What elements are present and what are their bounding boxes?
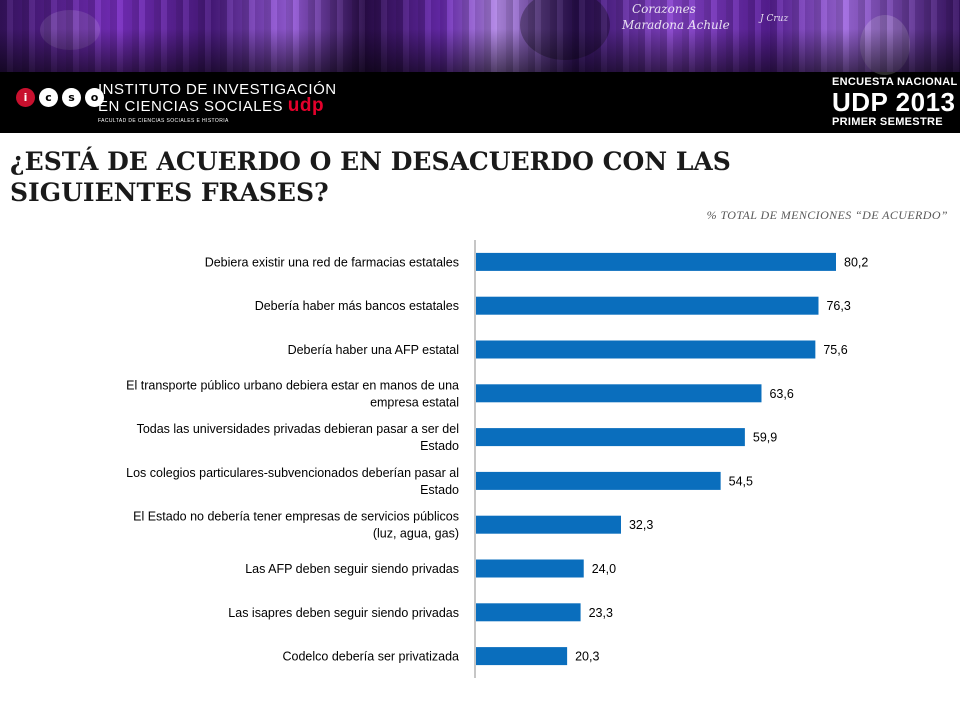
data-label: 54,5 bbox=[729, 474, 753, 488]
bar bbox=[476, 471, 721, 490]
survey-label: ENCUESTA NACIONAL bbox=[832, 76, 958, 88]
bar bbox=[476, 252, 836, 271]
data-label: 59,9 bbox=[753, 431, 777, 445]
survey-year: UDP 2013 bbox=[832, 87, 956, 117]
udp-brand: udp bbox=[287, 95, 325, 116]
institute-line-2: EN CIENCIAS SOCIALES udp bbox=[98, 95, 337, 116]
photo-graffiti-text: Corazones bbox=[632, 2, 696, 16]
bar bbox=[476, 647, 568, 666]
data-label: 32,3 bbox=[629, 518, 653, 532]
bar bbox=[476, 428, 745, 447]
slide-title: ¿ESTÁ DE ACUERDO O EN DESACUERDO CON LAS… bbox=[10, 147, 731, 207]
survey-period: PRIMER SEMESTRE bbox=[832, 116, 943, 128]
bar bbox=[476, 340, 816, 359]
photo-graffiti-text: Maradona Achule bbox=[622, 18, 730, 32]
photo-sign-text: J Cruz bbox=[760, 14, 789, 24]
category-label: Estado bbox=[420, 483, 459, 497]
category-label: Estado bbox=[420, 439, 459, 453]
logo-letter: c bbox=[39, 88, 58, 107]
header-photo-collage: Corazones Maradona Achule J Cruz bbox=[0, 0, 960, 75]
logo-letter: s bbox=[62, 88, 81, 107]
category-label: El transporte público urbano debiera est… bbox=[126, 378, 459, 392]
category-label: (luz, agua, gas) bbox=[373, 527, 459, 541]
category-label: Todas las universidades privadas debiera… bbox=[137, 422, 459, 436]
bar bbox=[476, 559, 584, 578]
category-label: empresa estatal bbox=[370, 395, 459, 409]
logo-letter: o bbox=[85, 88, 104, 107]
data-label: 76,3 bbox=[826, 299, 850, 313]
category-label: Debería haber una AFP estatal bbox=[288, 343, 459, 357]
institute-line-2-text: EN CIENCIAS SOCIALES bbox=[98, 98, 284, 115]
survey-badge: ENCUESTA NACIONAL UDP 2013 PRIMER SEMEST… bbox=[832, 76, 958, 128]
category-label: Debiera existir una red de farmacias est… bbox=[205, 255, 459, 269]
header-banner: Corazones Maradona Achule J Cruz i c s o… bbox=[0, 0, 960, 133]
data-label: 75,6 bbox=[823, 343, 847, 357]
category-label: Los colegios particulares-subvencionados… bbox=[126, 466, 459, 480]
data-label: 63,6 bbox=[769, 387, 793, 401]
institute-line-3: FACULTAD DE CIENCIAS SOCIALES E HISTORIA bbox=[98, 118, 229, 124]
data-label: 20,3 bbox=[575, 650, 599, 664]
category-label: Debería haber más bancos estatales bbox=[255, 299, 459, 313]
bar bbox=[476, 515, 621, 534]
category-label: Codelco debería ser privatizada bbox=[283, 650, 460, 664]
bar bbox=[476, 384, 762, 403]
data-label: 80,2 bbox=[844, 255, 868, 269]
bar bbox=[476, 296, 819, 315]
category-label: El Estado no debería tener empresas de s… bbox=[133, 510, 459, 524]
chart-subtitle: % TOTAL DE MENCIONES “DE ACUERDO” bbox=[706, 208, 948, 222]
category-label: Las AFP deben seguir siendo privadas bbox=[245, 562, 459, 576]
data-label: 24,0 bbox=[592, 562, 616, 576]
data-label: 23,3 bbox=[589, 606, 613, 620]
icso-logo: i c s o bbox=[16, 88, 104, 107]
institute-line-1: INSTITUTO DE INVESTIGACIÓN bbox=[98, 81, 337, 98]
logo-letter: i bbox=[16, 88, 35, 107]
bar bbox=[476, 603, 581, 622]
category-label: Las isapres deben seguir siendo privadas bbox=[228, 606, 459, 620]
institute-name: INSTITUTO DE INVESTIGACIÓN EN CIENCIAS S… bbox=[98, 81, 337, 125]
